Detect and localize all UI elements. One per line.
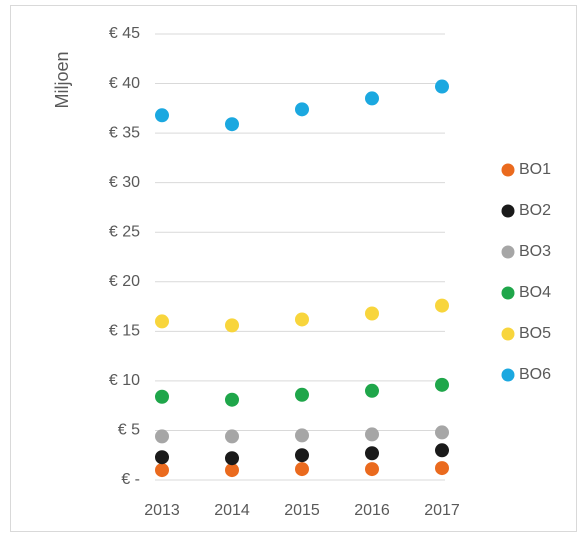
data-point (365, 91, 379, 106)
data-point (225, 451, 239, 466)
y-tick-label: € 40 (109, 75, 140, 92)
data-point (365, 383, 379, 398)
legend-label: BO1 (519, 161, 551, 178)
data-point (225, 117, 239, 132)
data-point (155, 314, 169, 329)
legend-label: BO6 (519, 366, 551, 383)
y-tick-label: € 35 (109, 124, 140, 141)
data-point (435, 377, 449, 392)
y-tick-label: € 20 (109, 273, 140, 290)
legend-marker (501, 327, 515, 341)
y-tick-label: € 15 (109, 323, 140, 340)
legend-label: BO4 (519, 284, 551, 301)
data-point (225, 318, 239, 333)
data-point (225, 463, 239, 478)
x-tick-label: 2017 (424, 502, 460, 519)
data-point (435, 461, 449, 476)
chart-frame (10, 5, 577, 532)
data-point (295, 387, 309, 402)
data-point (365, 462, 379, 477)
legend-marker (501, 204, 515, 218)
x-tick-label: 2015 (284, 502, 320, 519)
y-tick-label: € 45 (109, 25, 140, 42)
y-tick-label: € 30 (109, 174, 140, 191)
data-point (155, 463, 169, 478)
legend-label: BO2 (519, 202, 551, 219)
data-point (225, 429, 239, 444)
data-point (435, 425, 449, 440)
legend-label: BO3 (519, 243, 551, 260)
legend-marker (501, 245, 515, 259)
y-axis-title: Miljoen (52, 51, 72, 108)
data-point (155, 108, 169, 123)
data-point (225, 392, 239, 407)
data-point (435, 443, 449, 458)
y-tick-label: € - (121, 471, 140, 488)
x-tick-label: 2014 (214, 502, 250, 519)
data-point (295, 462, 309, 477)
data-point (435, 79, 449, 94)
data-point (295, 312, 309, 327)
data-point (365, 446, 379, 461)
x-tick-label: 2013 (144, 502, 180, 519)
data-point (295, 102, 309, 117)
y-tick-label: € 25 (109, 223, 140, 240)
data-point (155, 450, 169, 465)
x-tick-label: 2016 (354, 502, 390, 519)
legend-marker (501, 163, 515, 177)
legend-label: BO5 (519, 325, 551, 342)
data-point (295, 448, 309, 463)
legend-marker (501, 368, 515, 382)
legend-marker (501, 286, 515, 300)
data-point (365, 306, 379, 321)
data-point (365, 427, 379, 442)
data-point (155, 429, 169, 444)
y-tick-label: € 5 (118, 422, 140, 439)
data-point (435, 298, 449, 313)
y-tick-label: € 10 (109, 372, 140, 389)
data-point (155, 389, 169, 404)
data-point (295, 428, 309, 443)
